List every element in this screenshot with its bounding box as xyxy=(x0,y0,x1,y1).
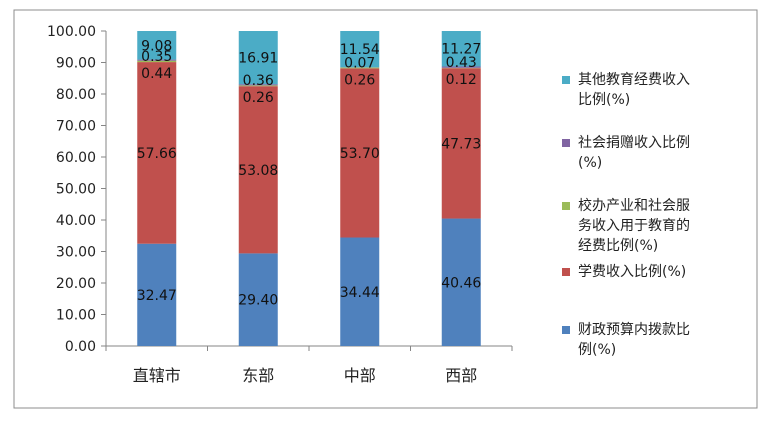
data-label: 40.46 xyxy=(441,275,481,291)
legend-label-line: 其他教育经费收入 xyxy=(578,70,758,90)
x-tick-label: 东部 xyxy=(242,366,274,385)
data-label: 11.54 xyxy=(340,42,380,58)
x-tick-label: 直辖市 xyxy=(133,366,181,385)
data-label: 16.91 xyxy=(238,51,278,67)
legend-swatch-icon xyxy=(562,76,570,84)
data-label: 32.47 xyxy=(137,288,177,304)
y-tick-label: 10.00 xyxy=(56,308,96,324)
data-label: 0.26 xyxy=(344,72,375,88)
y-tick-label: 20.00 xyxy=(56,276,96,292)
data-label: 0.36 xyxy=(243,73,274,89)
data-label: 0.26 xyxy=(243,90,274,106)
data-label: 9.08 xyxy=(141,38,172,54)
y-tick-label: 30.00 xyxy=(56,245,96,261)
y-tick-label: 90.00 xyxy=(56,56,96,72)
legend-label-line: 例(%) xyxy=(578,340,758,360)
y-tick-label: 0.00 xyxy=(65,339,96,355)
legend-label: 社会捐赠收入比例(%) xyxy=(578,133,758,173)
legend-swatch-icon xyxy=(562,268,570,276)
data-label: 57.66 xyxy=(137,146,177,162)
data-label: 0.44 xyxy=(141,66,172,82)
legend-swatch-icon xyxy=(562,326,570,334)
y-tick-label: 60.00 xyxy=(56,150,96,166)
legend-label: 学费收入比例(%) xyxy=(578,262,758,282)
legend-label-line: 经费比例(%) xyxy=(578,236,758,256)
y-tick-label: 50.00 xyxy=(56,182,96,198)
legend-label-line: 学费收入比例(%) xyxy=(578,262,758,282)
data-label: 11.27 xyxy=(441,42,481,58)
legend-label-line: 务收入用于教育的 xyxy=(578,216,758,236)
legend-label-line: 比例(%) xyxy=(578,90,758,110)
legend-label-line: (%) xyxy=(578,153,758,173)
legend-label: 校办产业和社会服务收入用于教育的经费比例(%) xyxy=(578,196,758,256)
x-tick-label: 西部 xyxy=(445,366,477,385)
data-label: 53.70 xyxy=(340,146,380,162)
legend-label-line: 校办产业和社会服 xyxy=(578,196,758,216)
legend-label-line: 财政预算内拨款比 xyxy=(578,320,758,340)
data-label: 34.44 xyxy=(340,285,380,301)
data-label: 53.08 xyxy=(238,163,278,179)
legend-swatch-icon xyxy=(562,139,570,147)
legend-swatch-icon xyxy=(562,202,570,210)
data-label: 29.40 xyxy=(238,293,278,309)
data-label: 47.73 xyxy=(441,136,481,152)
y-tick-label: 70.00 xyxy=(56,119,96,135)
legend-label: 财政预算内拨款比例(%) xyxy=(578,320,758,360)
y-tick-label: 100.00 xyxy=(47,24,96,40)
y-tick-label: 80.00 xyxy=(56,87,96,103)
data-label: 0.12 xyxy=(446,72,477,88)
legend-label-line: 社会捐赠收入比例 xyxy=(578,133,758,153)
legend-label: 其他教育经费收入比例(%) xyxy=(578,70,758,110)
y-tick-label: 40.00 xyxy=(56,213,96,229)
x-tick-label: 中部 xyxy=(344,366,376,385)
